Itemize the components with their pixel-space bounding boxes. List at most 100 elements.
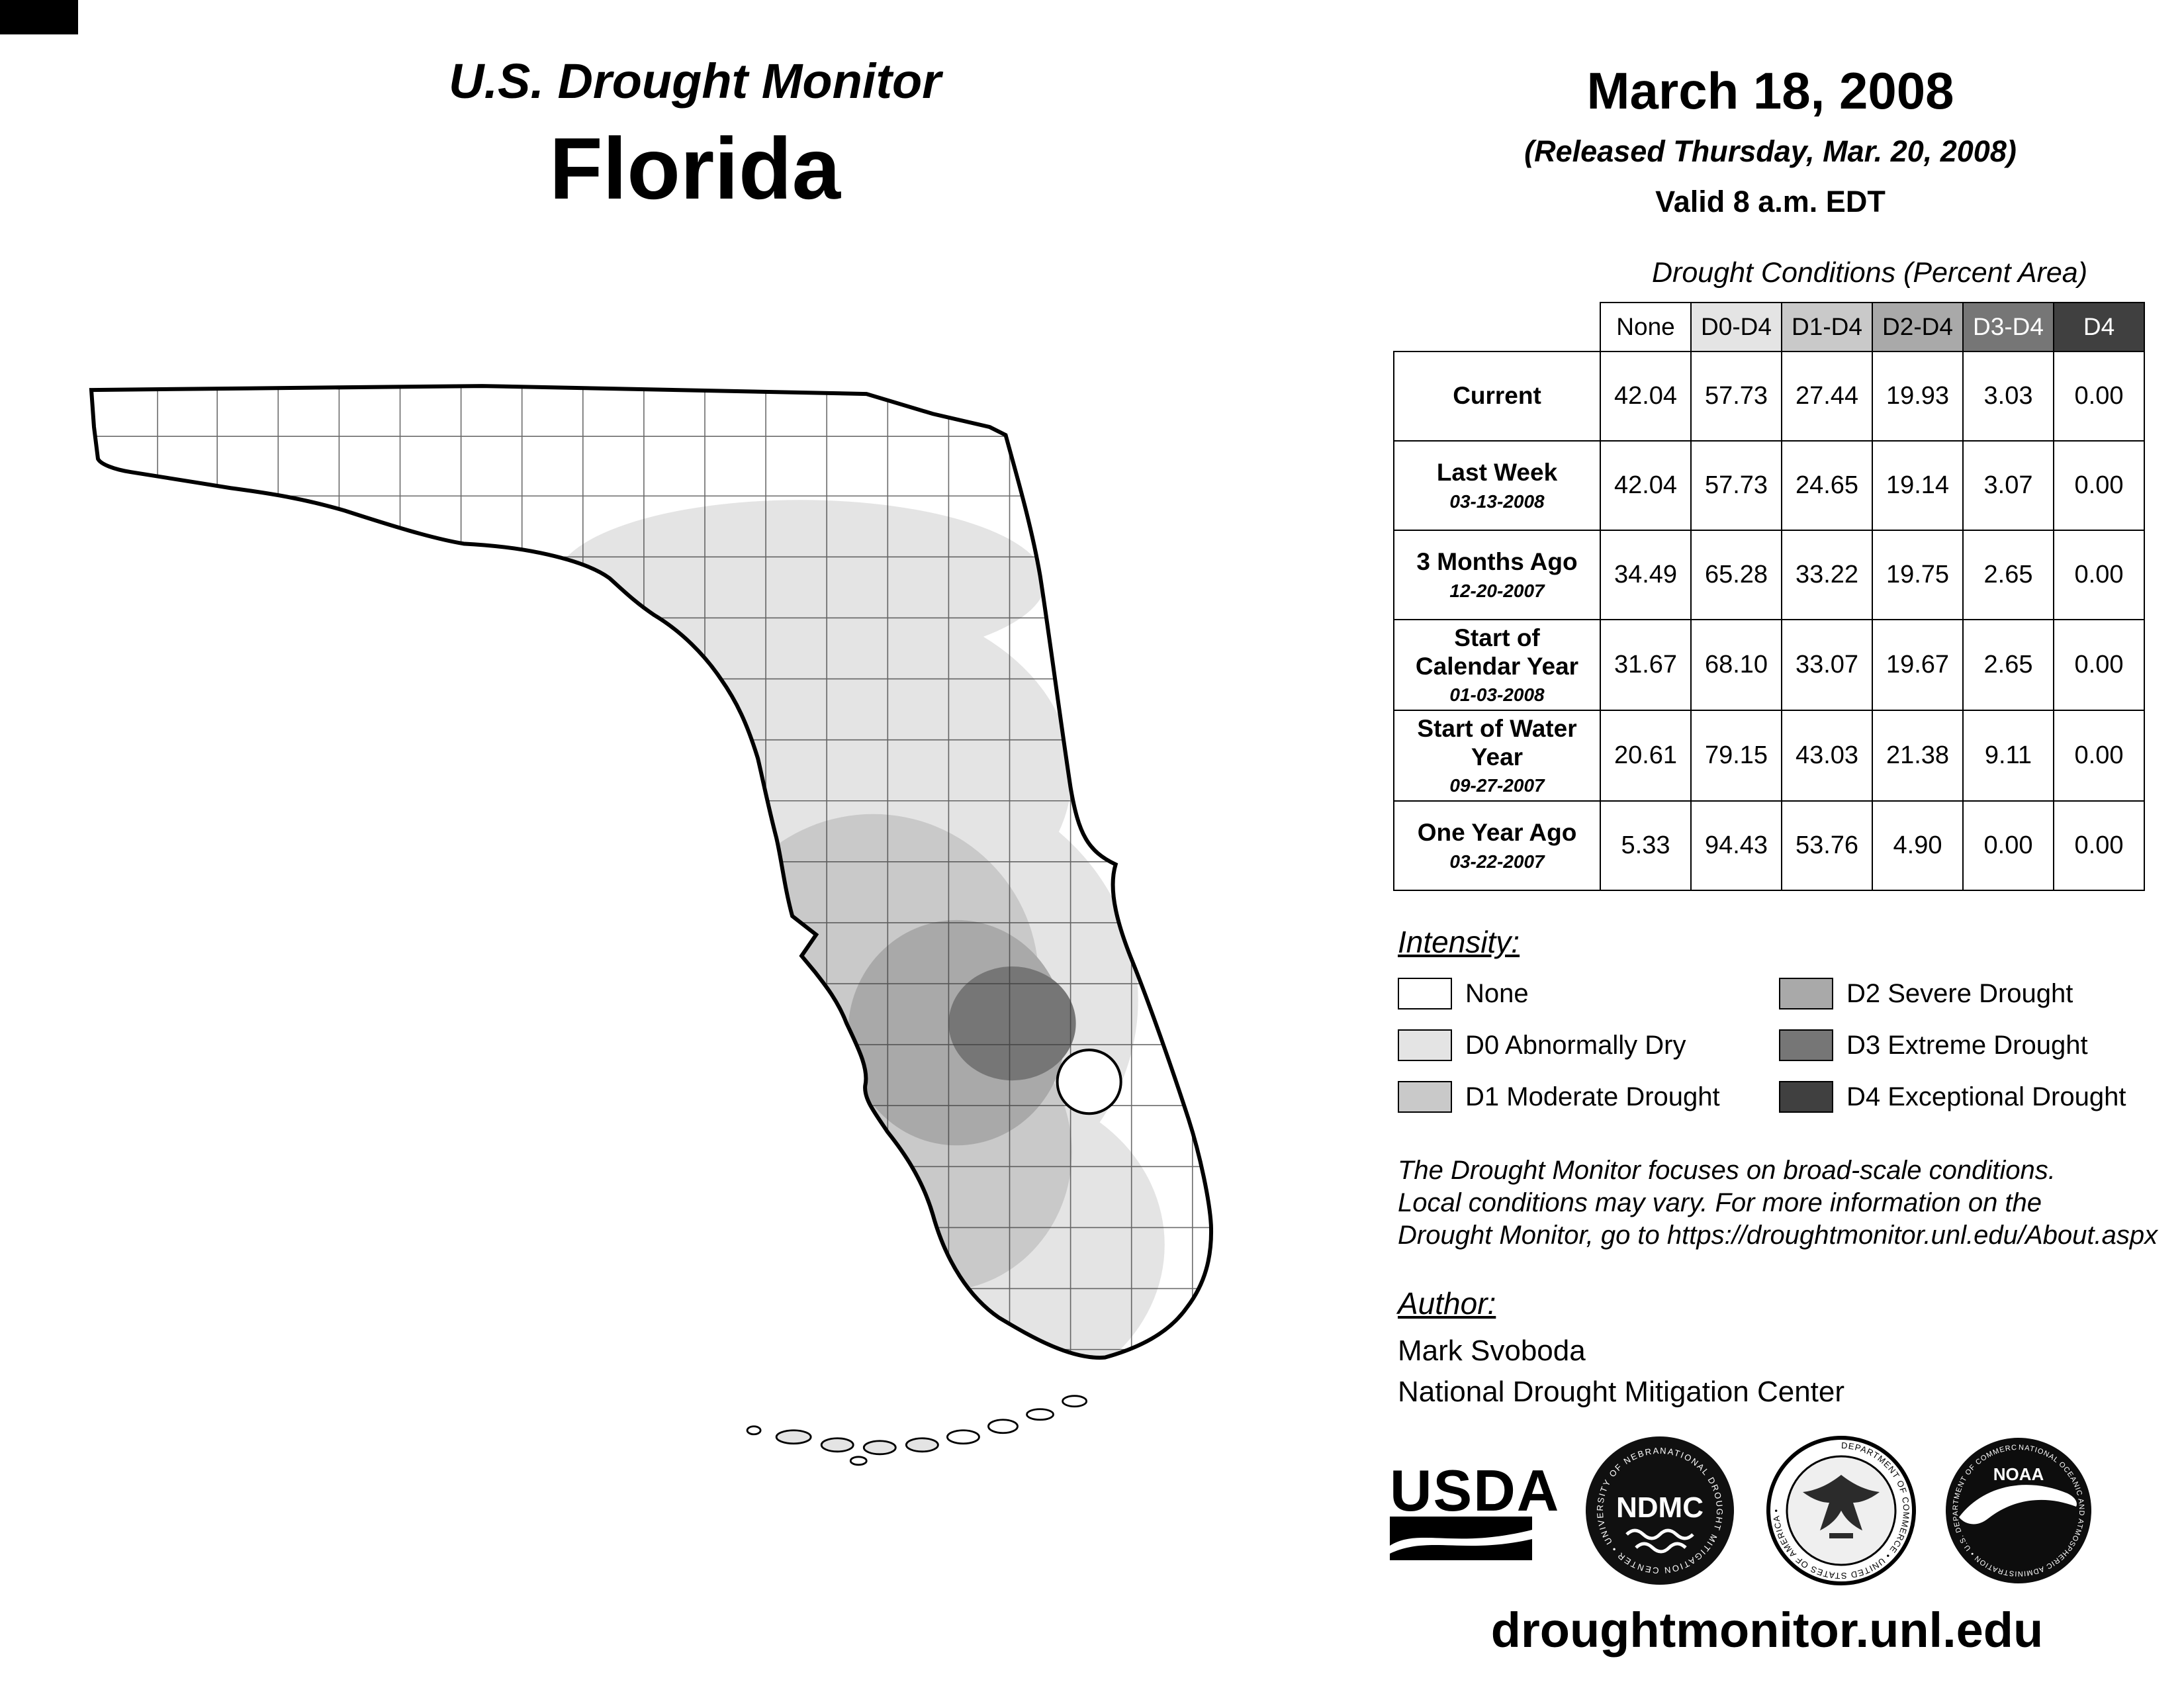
ndmc-disc <box>1586 1436 1734 1585</box>
table-cell: 53.76 <box>1781 800 1873 892</box>
table-row-3-months-ago: 3 Months Ago 12-20-2007 34.49 65.28 33.2… <box>1393 530 2145 620</box>
table-cell: 5.33 <box>1600 800 1692 892</box>
disclaimer-line: Local conditions may vary. For more info… <box>1398 1188 2042 1217</box>
row-label: Start of Water Year 09-27-2007 <box>1393 710 1601 802</box>
table-header-row: None D0-D4 D1-D4 D2-D4 D3-D4 D4 <box>1394 302 2145 352</box>
row-date: 01-03-2008 <box>1449 684 1545 706</box>
legend-swatch-d3 <box>1779 1029 1833 1061</box>
table-row-current: Current 42.04 57.73 27.44 19.93 3.03 0.0… <box>1393 351 2145 442</box>
column-header-d3-d4: D3-D4 <box>1962 302 2054 352</box>
row-date: 03-13-2008 <box>1449 491 1545 512</box>
table-cell: 4.90 <box>1872 800 1964 892</box>
column-header-d0-d4: D0-D4 <box>1690 302 1782 352</box>
table-cell: 2.65 <box>1962 618 2054 712</box>
intensity-legend: Intensity: None D0 Abnormally Dry D1 Mod… <box>1398 924 2152 1132</box>
legend-swatch-d1 <box>1398 1081 1452 1113</box>
disclaimer-line: The Drought Monitor focuses on broad-sca… <box>1398 1156 2056 1185</box>
state-name: Florida <box>549 120 841 217</box>
ndmc-wave <box>1635 1542 1687 1554</box>
table-row-one-year-ago: One Year Ago 03-22-2007 5.33 94.43 53.76… <box>1393 800 2145 892</box>
legend-item-d2: D2 Severe Drought <box>1779 977 2126 1010</box>
author-org: National Drought Mitigation Center <box>1398 1376 1845 1408</box>
legend-swatch-none <box>1398 978 1452 1009</box>
table-cell: 2.65 <box>1962 530 2054 620</box>
florida-drought-map <box>85 376 1317 1466</box>
disclaimer-line: Drought Monitor, go to https://droughtmo… <box>1398 1220 2158 1250</box>
table-cell: 3.03 <box>1962 351 2054 442</box>
valid-time: Valid 8 a.m. EDT <box>1655 185 1886 218</box>
table-cell: 0.00 <box>2053 440 2145 531</box>
table-cell: 0.00 <box>2053 800 2145 892</box>
column-header-d2-d4: D2-D4 <box>1872 302 1964 352</box>
d3-area <box>948 966 1076 1081</box>
usda-logo: USDA <box>1390 1458 1561 1564</box>
column-header-none: None <box>1600 302 1692 352</box>
column-header-d4: D4 <box>2053 302 2145 352</box>
row-date: 12-20-2007 <box>1449 580 1545 601</box>
author-block: Author: Mark Svoboda National Drought Mi… <box>1398 1286 1844 1409</box>
doc-emblem-base <box>1829 1533 1853 1538</box>
date-block: March 18, 2008 (Released Thursday, Mar. … <box>1403 61 2138 219</box>
table-row-last-week: Last Week 03-13-2008 42.04 57.73 24.65 1… <box>1393 440 2145 531</box>
table-cell: 65.28 <box>1690 530 1782 620</box>
legend-swatch-d0 <box>1398 1029 1452 1061</box>
row-label: 3 Months Ago 12-20-2007 <box>1393 530 1601 620</box>
table-cell: 24.65 <box>1781 440 1873 531</box>
usda-logo-bar <box>1390 1517 1532 1561</box>
table-cell: 3.07 <box>1962 440 2054 531</box>
florida-keys <box>746 1395 1088 1466</box>
legend-item-d3: D3 Extreme Drought <box>1779 1029 2126 1062</box>
table-cell: 31.67 <box>1600 618 1692 712</box>
table-title: Drought Conditions (Percent Area) <box>1651 257 2088 289</box>
blank-corner-cell <box>1394 303 1600 352</box>
table-cell: 0.00 <box>2053 530 2145 620</box>
column-header-d1-d4: D1-D4 <box>1781 302 1873 352</box>
disclaimer-text: The Drought Monitor focuses on broad-sca… <box>1398 1154 2158 1251</box>
noaa-logo: NATIONAL OCEANIC AND ATMOSPHERIC ADMINIS… <box>1944 1436 2091 1583</box>
title-block: U.S. Drought Monitor Florida <box>212 53 1178 218</box>
row-label: One Year Ago 03-22-2007 <box>1393 800 1601 892</box>
noaa-disc <box>1946 1438 2091 1583</box>
release-date: (Released Thursday, Mar. 20, 2008) <box>1524 134 2017 168</box>
table-cell: 19.75 <box>1872 530 1964 620</box>
table-cell: 19.14 <box>1872 440 1964 531</box>
table-cell: 57.73 <box>1690 440 1782 531</box>
legend-swatch-d2 <box>1779 978 1833 1009</box>
table-cell: 68.10 <box>1690 618 1782 712</box>
author-heading: Author: <box>1398 1286 1496 1321</box>
row-date: 03-22-2007 <box>1449 851 1545 872</box>
intensity-heading: Intensity: <box>1398 925 1520 959</box>
row-label: Start of Calendar Year 01-03-2008 <box>1393 618 1601 712</box>
ndmc-logo: NATIONAL DROUGHT MITIGATION CENTER • UNI… <box>1583 1434 1734 1585</box>
table-cell: 42.04 <box>1600 351 1692 442</box>
legend-item-d1: D1 Moderate Drought <box>1398 1080 1779 1113</box>
usda-logo-text: USDA <box>1390 1458 1561 1523</box>
table-cell: 0.00 <box>2053 710 2145 802</box>
table-cell: 0.00 <box>1962 800 2054 892</box>
legend-swatch-d4 <box>1779 1081 1833 1113</box>
table-cell: 9.11 <box>1962 710 2054 802</box>
ndmc-wave <box>1625 1528 1694 1540</box>
table-row-start-water-year: Start of Water Year 09-27-2007 20.61 79.… <box>1393 710 2145 802</box>
noaa-bird <box>1959 1485 2077 1524</box>
table-cell: 0.00 <box>2053 618 2145 712</box>
table-cell: 57.73 <box>1690 351 1782 442</box>
legend-item-d0: D0 Abnormally Dry <box>1398 1029 1779 1062</box>
doc-eagle-emblem <box>1803 1475 1880 1530</box>
drought-shading <box>555 500 1165 1358</box>
table-cell: 27.44 <box>1781 351 1873 442</box>
table-cell: 94.43 <box>1690 800 1782 892</box>
table-cell: 79.15 <box>1690 710 1782 802</box>
lake-okeechobee <box>1056 1049 1122 1115</box>
table-cell: 0.00 <box>2053 351 2145 442</box>
row-date: 09-27-2007 <box>1449 775 1545 796</box>
author-name: Mark Svoboda <box>1398 1335 1586 1367</box>
table-cell: 19.67 <box>1872 618 1964 712</box>
table-cell: 33.22 <box>1781 530 1873 620</box>
report-date: March 18, 2008 <box>1586 62 1954 120</box>
ndmc-logo-text: NDMC <box>1616 1491 1704 1524</box>
drought-conditions-table: None D0-D4 D1-D4 D2-D4 D3-D4 D4 Current … <box>1393 302 2145 892</box>
table-cell: 19.93 <box>1872 351 1964 442</box>
table-cell: 43.03 <box>1781 710 1873 802</box>
